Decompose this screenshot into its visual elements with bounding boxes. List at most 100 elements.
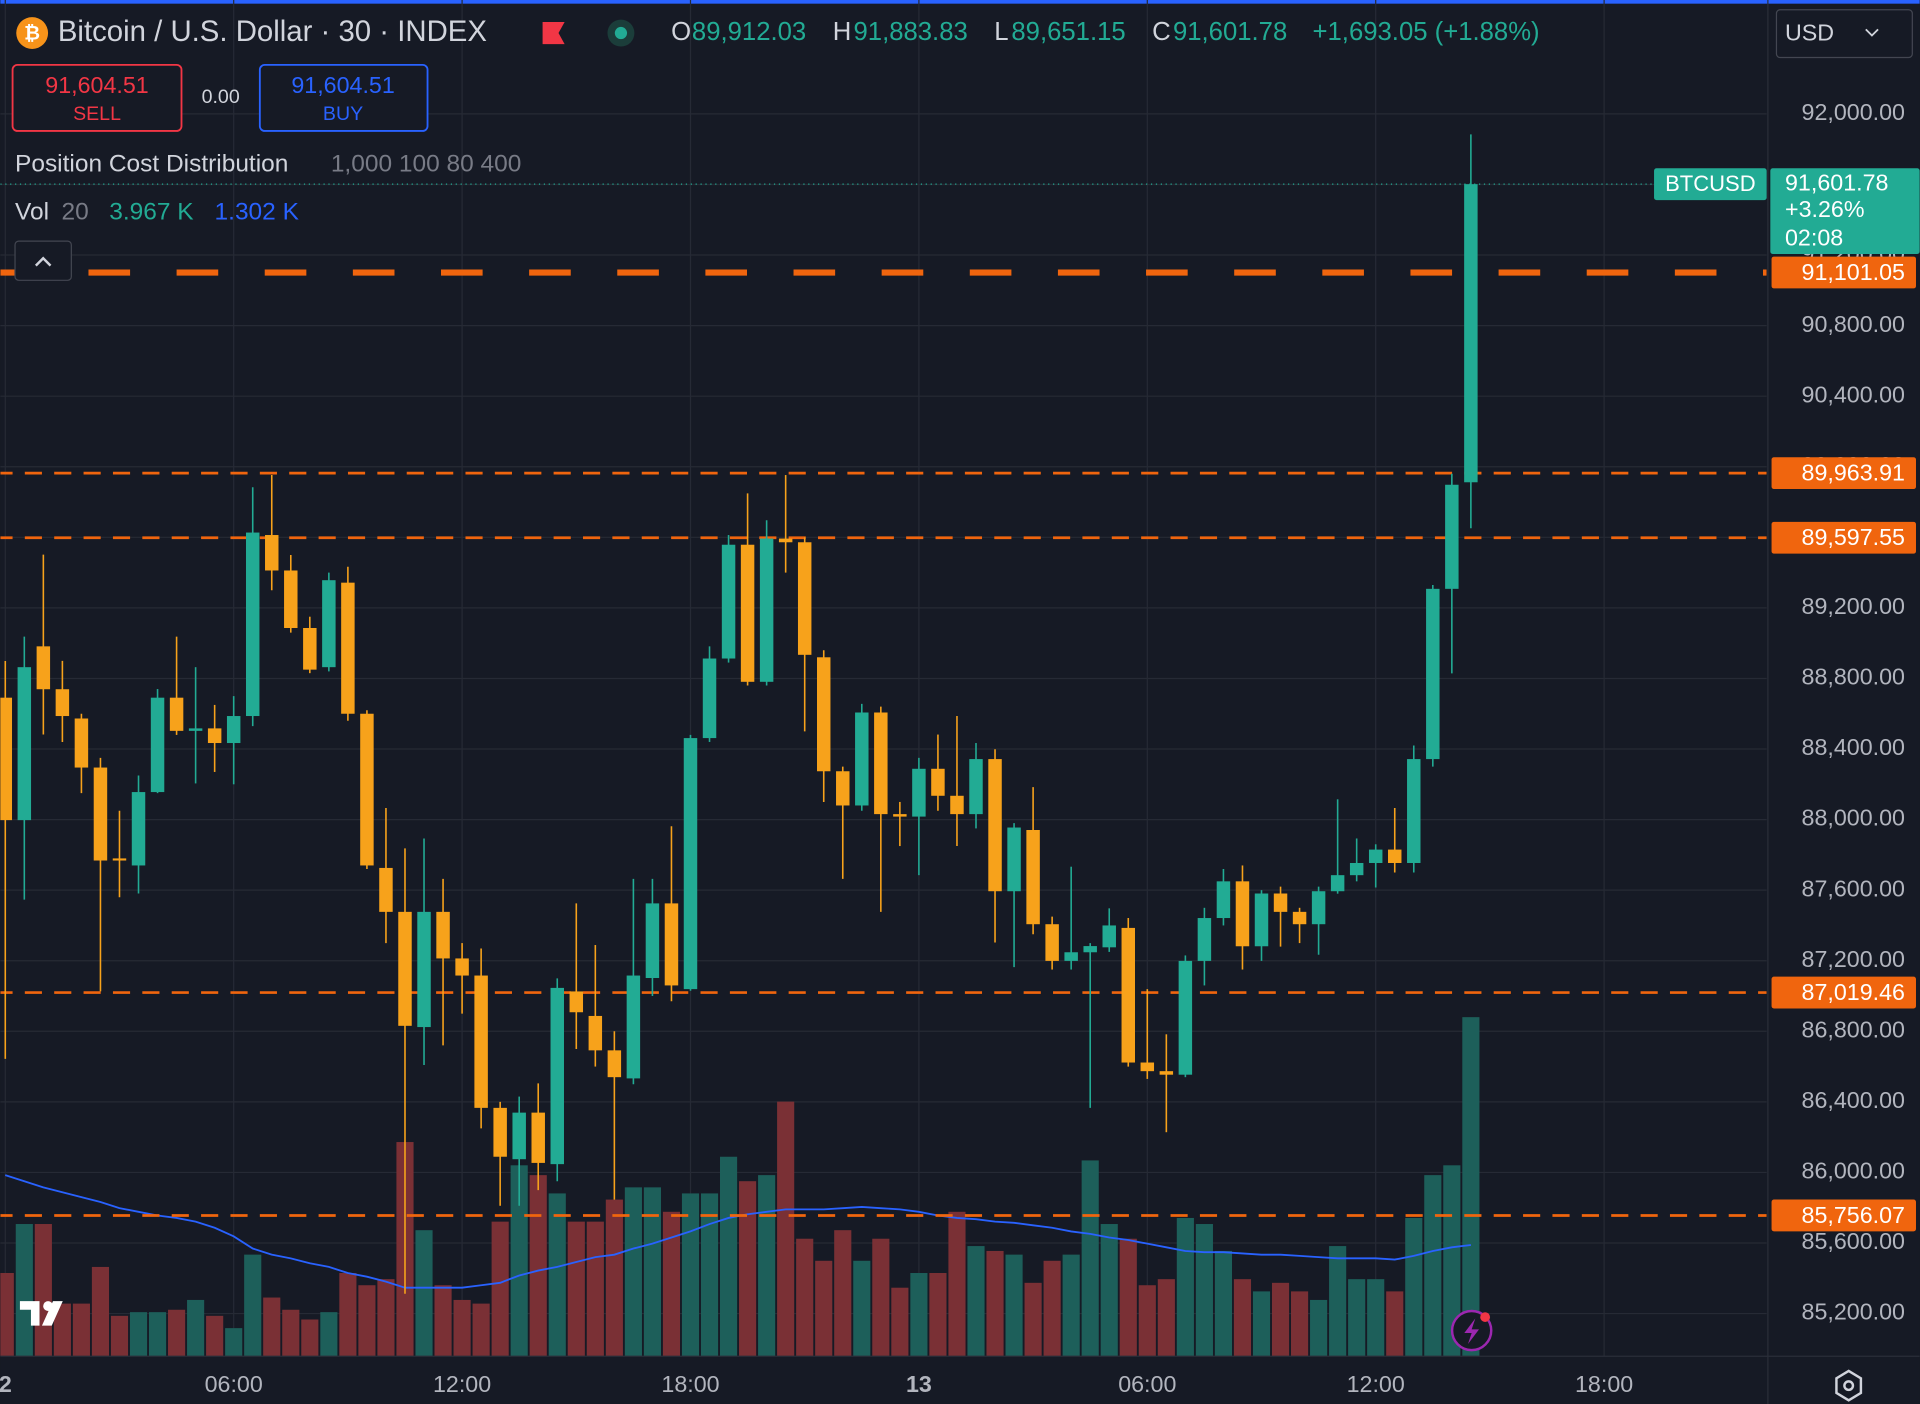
candle-body (512, 1112, 526, 1160)
candle-body (398, 911, 412, 1026)
sell-label: SELL (73, 103, 121, 125)
lightning-button[interactable] (1450, 1309, 1493, 1352)
candle-body (950, 795, 964, 815)
level-label: 89,597.55 (1802, 524, 1905, 550)
collapse-icon (34, 256, 52, 267)
candle-body (721, 544, 736, 659)
level-label-box (1771, 976, 1916, 1009)
candle-body (988, 759, 1002, 892)
collapse-button[interactable] (14, 240, 72, 281)
y-tick-label: 85,200.00 (1802, 1299, 1906, 1325)
candle-body (1349, 862, 1364, 876)
candle-body (1083, 946, 1097, 953)
volume-bar (986, 1250, 1004, 1357)
volume-bar (510, 1165, 528, 1357)
spread: 0.00 (202, 86, 240, 108)
coin-symbol: ₿ (24, 22, 40, 44)
y-tick-label: 86,400.00 (1802, 1087, 1906, 1113)
y-tick-label: 87,200.00 (1802, 946, 1906, 972)
volume-bar (339, 1273, 357, 1357)
flag-icon[interactable] (542, 22, 565, 45)
volume-bar (777, 1101, 795, 1357)
candle-body (912, 768, 926, 817)
candle-body (1197, 918, 1212, 961)
volume-bar (1176, 1217, 1194, 1357)
volume-bar (1424, 1175, 1442, 1357)
y-tick-label: 88,000.00 (1802, 805, 1906, 831)
candle-body (969, 759, 983, 815)
candle-body (683, 738, 698, 990)
candle-body (550, 987, 564, 1165)
volume-bar (320, 1312, 338, 1357)
volume-bar (834, 1230, 852, 1357)
volume-bar (1443, 1165, 1461, 1357)
ohlc-label: L (994, 18, 1008, 46)
volume-bar (34, 1224, 52, 1357)
ohlc-label: O (671, 18, 691, 46)
y-tick-label: 86,800.00 (1802, 1016, 1906, 1042)
indicator-params: 1,000 100 80 400 (331, 151, 522, 178)
candle-body (1407, 759, 1421, 863)
volume-bar (129, 1312, 148, 1357)
volume-bar (929, 1273, 947, 1357)
volume-bar (529, 1175, 547, 1357)
volume-bar (1405, 1217, 1423, 1357)
volume-bar (1043, 1260, 1061, 1357)
volume-bar (148, 1312, 167, 1357)
volume-bar (1157, 1279, 1175, 1357)
change: +1,693.05 (+1.88%) (1313, 18, 1540, 46)
candle-body (207, 728, 222, 744)
y-tick-label: 92,000.00 (1802, 99, 1906, 125)
x-tick-label: 06:00 (205, 1371, 263, 1397)
settings-icon[interactable] (1835, 1369, 1863, 1402)
candle-body (836, 771, 850, 806)
header: ₿ Bitcoin / U.S. Dollar · 30 · INDEX O 8… (16, 9, 1913, 59)
volume-bar (948, 1211, 966, 1357)
candle-body (1311, 891, 1326, 925)
volume-bar (206, 1315, 224, 1357)
volume-bar (1291, 1291, 1309, 1357)
level-label: 87,019.46 (1802, 979, 1905, 1005)
candle-body (607, 1050, 622, 1078)
y-tick-label: 90,400.00 (1802, 381, 1906, 407)
buy-button[interactable] (258, 63, 429, 132)
indicator-params: 20 (62, 198, 89, 225)
symbol-title: Bitcoin / U.S. Dollar · 30 · INDEX (58, 15, 487, 48)
volume-bar (739, 1181, 757, 1357)
ohlc-value: 91,601.78 (1173, 18, 1287, 46)
candle-body (816, 657, 831, 772)
level-label-box (1771, 256, 1916, 289)
volume-value: 3.967 K (109, 198, 194, 225)
volume-bar (15, 1224, 33, 1357)
candle-body (893, 814, 907, 817)
candle-body (1178, 960, 1193, 1075)
level-label: 85,756.07 (1802, 1202, 1905, 1228)
candle-body (778, 538, 793, 543)
volume-bar (168, 1309, 186, 1357)
currency-select[interactable] (1775, 9, 1913, 59)
volume-bar (1386, 1291, 1404, 1357)
x-tick-label: 18:00 (661, 1371, 719, 1397)
x-tick-label: 12:00 (1347, 1371, 1405, 1397)
sell-button[interactable] (11, 63, 183, 132)
candle-body (322, 580, 336, 668)
volume-bar (605, 1199, 623, 1357)
volume-ma-value: 1.302 K (215, 198, 300, 225)
candle-body (569, 991, 584, 1013)
last-price-box (1770, 168, 1920, 254)
volume-bar (796, 1238, 814, 1357)
x-tick-label: 06:00 (1118, 1371, 1176, 1397)
volume-bar (1462, 1017, 1480, 1357)
candle-body (702, 658, 717, 739)
candle-body (1159, 1071, 1174, 1075)
candle-body (588, 1015, 603, 1051)
symbol-label: BTCUSD (1665, 171, 1756, 196)
volume-bar (1195, 1224, 1213, 1357)
y-tick-label: 88,400.00 (1802, 734, 1906, 760)
candle-body (493, 1107, 507, 1157)
sell-price: 91,604.51 (45, 72, 148, 98)
symbol-label-box (1654, 168, 1767, 201)
x-tick-label: 2 (0, 1371, 12, 1397)
